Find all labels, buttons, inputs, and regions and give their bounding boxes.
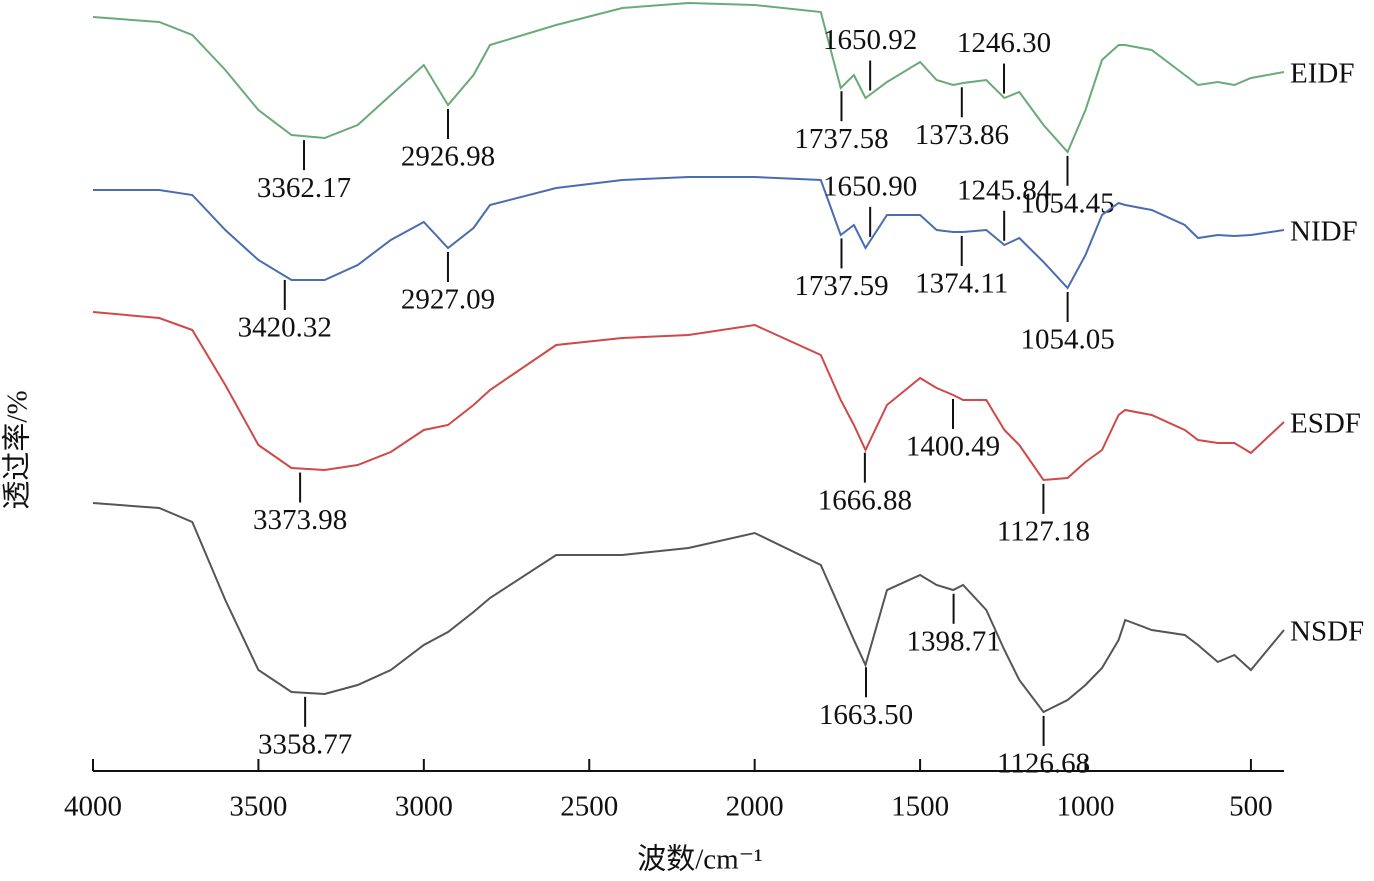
- peak-label: 1737.58: [794, 123, 888, 155]
- spectrum-line: [92, 311, 1285, 482]
- peak-label: 3362.17: [257, 172, 351, 204]
- peak-label: 1127.18: [997, 516, 1090, 548]
- peak-label: 1666.88: [818, 484, 912, 516]
- x-tick-label: 500: [1229, 791, 1273, 823]
- peak-label: 1650.90: [823, 170, 917, 202]
- peak-label: 1737.59: [794, 270, 888, 302]
- series-label: NSDF: [1290, 616, 1364, 648]
- spectrum-line: [92, 502, 1285, 714]
- peak-label: 1663.50: [819, 699, 913, 731]
- peak-label: 1374.11: [915, 268, 1008, 300]
- peak-label: 1650.92: [823, 24, 917, 56]
- spectrum-line: [92, 1, 1285, 154]
- peak-label: 1400.49: [906, 431, 1000, 463]
- peak-label: 3358.77: [258, 728, 352, 760]
- peak-label: 1054.05: [1020, 324, 1114, 356]
- x-tick-label: 1000: [1057, 791, 1115, 823]
- series-label: EIDF: [1290, 58, 1354, 90]
- peak-label: 1126.68: [997, 748, 1090, 780]
- x-tick-label: 1500: [891, 791, 949, 823]
- x-axis-label: 波数/cm⁻¹: [637, 843, 763, 876]
- series-label: ESDF: [1290, 408, 1361, 440]
- x-tick-label: 2500: [560, 791, 618, 823]
- peak-label: 1398.71: [906, 625, 1000, 657]
- peak-label: 2926.98: [401, 141, 495, 173]
- peak-label: 1246.30: [957, 27, 1051, 59]
- peak-label: 1245.84: [957, 174, 1052, 206]
- x-tick-label: 3000: [395, 791, 453, 823]
- peak-label: 1054.45: [1020, 187, 1114, 219]
- spectrum-line: [93, 176, 1285, 290]
- peak-label: 2927.09: [401, 284, 495, 316]
- x-tick-label: 2000: [726, 791, 784, 823]
- peak-label: 3373.98: [253, 504, 347, 536]
- x-tick-label: 4000: [64, 791, 122, 823]
- peak-label: 3420.32: [238, 312, 332, 344]
- series-label: NIDF: [1290, 216, 1358, 248]
- y-axis-label: 透过率/%: [1, 390, 34, 509]
- x-tick-label: 3500: [229, 791, 287, 823]
- peak-label: 1373.86: [915, 119, 1009, 151]
